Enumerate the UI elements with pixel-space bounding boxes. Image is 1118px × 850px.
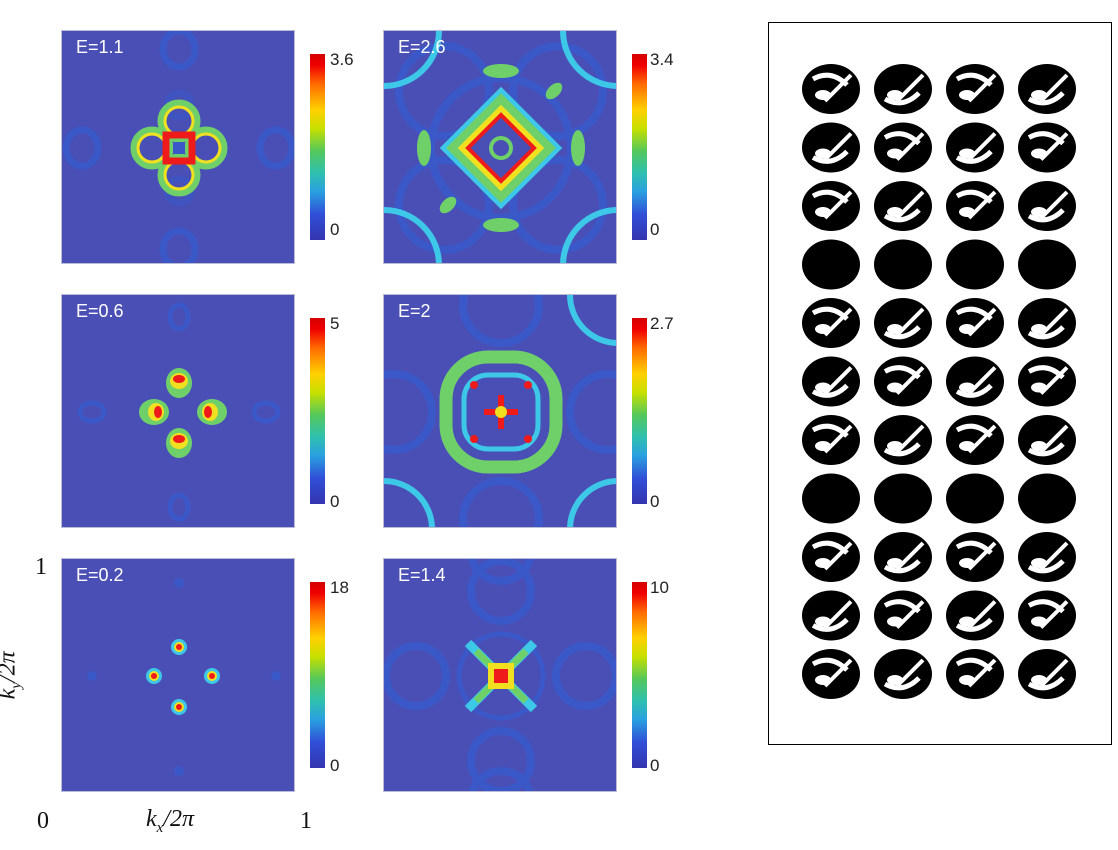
colorbar-min-label: 0 (330, 492, 340, 511)
colorbar (310, 54, 325, 240)
striped-dot-glyph (1018, 590, 1076, 641)
striped-dot-glyph (802, 590, 860, 641)
spectral-map-5 (62, 559, 294, 791)
striped-dot-glyph (1018, 181, 1076, 231)
striped-dot-glyph (802, 122, 860, 173)
colorbar-max-label: 5 (330, 314, 340, 333)
striped-dot-glyph (946, 532, 1004, 582)
y-axis-label-tail: /2π (0, 651, 21, 683)
energy-label: E=2 (398, 301, 431, 321)
colorbar (632, 54, 647, 240)
striped-dot-glyph (874, 590, 932, 641)
colorbar-min-label: 0 (650, 220, 660, 239)
striped-dot-glyph (874, 298, 932, 348)
solid-dot-glyph (1018, 239, 1076, 290)
striped-dot-glyph (874, 532, 932, 582)
solid-dot-glyph (946, 239, 1004, 290)
energy-label: E=1.4 (398, 565, 446, 585)
origin-label: 0 (37, 808, 49, 834)
colorbar-min-label: 0 (330, 756, 340, 775)
colorbar-max-label: 10 (650, 578, 669, 597)
solid-dot-glyph (946, 473, 1004, 524)
spectral-map-panel-2: E=2.6 (383, 30, 617, 264)
striped-dot-glyph (874, 122, 932, 173)
striped-dot-glyph (1018, 64, 1076, 114)
striped-dot-glyph (1018, 415, 1076, 465)
solid-dot-glyph (802, 239, 860, 290)
striped-dot-glyph (1018, 532, 1076, 582)
striped-dot-glyph (802, 415, 860, 465)
striped-dot-glyph (1018, 122, 1076, 173)
colorbar-min-label: 0 (650, 492, 660, 511)
pattern-figure-panel (768, 22, 1112, 745)
striped-dot-glyph (946, 122, 1004, 173)
striped-dot-glyph (802, 181, 860, 231)
spectral-map-panel-3: E=0.6 (61, 294, 295, 528)
solid-dot-glyph (874, 239, 932, 290)
colorbar (632, 582, 647, 768)
y-axis-label-sub: y (8, 682, 25, 689)
striped-dot-glyph (874, 415, 932, 465)
spectral-map-3 (62, 295, 294, 527)
colorbar (310, 318, 325, 504)
spectral-map-panel-4: E=2 (383, 294, 617, 528)
solid-dot-glyph (1018, 473, 1076, 524)
striped-dot-glyph (946, 649, 1004, 699)
energy-label: E=0.6 (76, 301, 124, 321)
striped-dot-glyph (874, 64, 932, 114)
spectral-map-panel-6: E=1.4 (383, 558, 617, 792)
x-axis-label-sub: x (156, 819, 164, 836)
spectral-map-6 (384, 559, 616, 791)
striped-dot-glyph (1018, 356, 1076, 407)
glyph-grid (802, 64, 1076, 699)
colorbar (310, 582, 325, 768)
striped-dot-glyph (802, 532, 860, 582)
x-axis-label-k: k (146, 806, 157, 832)
solid-dot-glyph (802, 473, 860, 524)
spectral-map-2 (384, 31, 616, 263)
y-axis-max-label: 1 (35, 554, 47, 580)
colorbar-max-label: 2.7 (650, 314, 674, 333)
striped-dot-glyph (802, 356, 860, 407)
colorbar (632, 318, 647, 504)
striped-dot-glyph (874, 356, 932, 407)
x-axis-label: kx/2π (146, 806, 194, 837)
colorbar-min-label: 0 (330, 220, 340, 239)
striped-dot-glyph (946, 181, 1004, 231)
energy-label: E=2.6 (398, 37, 446, 57)
striped-dot-glyph (946, 298, 1004, 348)
striped-dot-glyph (946, 64, 1004, 114)
x-axis-max-label: 1 (300, 808, 312, 834)
spectral-map-4 (384, 295, 616, 527)
x-axis-label-tail: /2π (163, 806, 195, 832)
striped-dot-glyph (874, 181, 932, 231)
spectral-map-panel-5: E=0.2 (61, 558, 295, 792)
y-axis-label: ky/2π (0, 651, 25, 699)
striped-dot-glyph (802, 649, 860, 699)
striped-dot-glyph (1018, 298, 1076, 348)
colorbar-min-label: 0 (650, 756, 660, 775)
spectral-map-panel-1: E=1.1 (61, 30, 295, 264)
striped-dot-glyph (946, 356, 1004, 407)
energy-label: E=0.2 (76, 565, 124, 585)
striped-dot-glyph (946, 590, 1004, 641)
striped-dot-glyph (874, 649, 932, 699)
striped-dot-glyph (946, 415, 1004, 465)
colorbar-max-label: 18 (330, 578, 349, 597)
y-axis-label-k: k (0, 689, 21, 700)
energy-label: E=1.1 (76, 37, 124, 57)
striped-dot-glyph (1018, 649, 1076, 699)
colorbar-max-label: 3.4 (650, 50, 674, 69)
colorbar-max-label: 3.6 (330, 50, 354, 69)
striped-dot-glyph (802, 64, 860, 114)
spectral-map-1 (62, 31, 294, 263)
striped-dot-glyph (802, 298, 860, 348)
solid-dot-glyph (874, 473, 932, 524)
